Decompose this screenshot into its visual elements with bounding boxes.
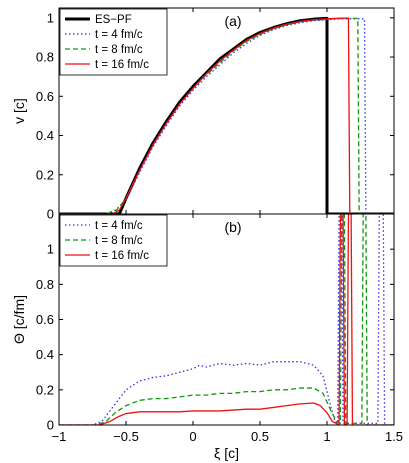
y-tick-label-a-3: 0.6 [36,89,54,104]
x-tick-label-5: 1.5 [385,429,403,444]
panel-b: −1 −0.5 0 0.5 1 1.5 0 0.2 0.4 0.6 0.8 1 Θ [c/fm] ξ [c… [11,213,403,461]
series-line-b-2 [59,214,394,425]
x-tick-label-0: −1 [52,429,67,444]
y-axis-label-a: v [c] [11,98,27,124]
y-tick-label-a-1: 0.2 [36,167,54,182]
y-axis-label-b: Θ [c/fm] [11,295,27,344]
legend-label-b-2: t = 16 fm/c [95,250,149,262]
series-group-a [59,16,394,214]
x-tick-label-3: 0.5 [251,429,269,444]
y-tick-label-b-3: 0.6 [36,312,54,327]
y-tick-label-a-2: 0.4 [36,128,54,143]
y-tick-label-b-2: 0.4 [36,347,54,362]
x-tick-label-4: 1 [323,429,330,444]
legend-label-a-0: ES−PF [95,14,132,26]
series-line-b-0 [59,214,394,425]
legend-label-a-3: t = 16 fm/c [95,59,149,71]
series-line-a-3 [59,17,394,214]
series-group-b [59,214,394,425]
panel-label-b: (b) [224,219,241,235]
legend-label-b-1: t = 8 fm/c [95,235,143,247]
legend-label-a-1: t = 4 fm/c [95,29,143,41]
y-tick-label-b-4: 0.8 [36,277,54,292]
legend-label-a-2: t = 8 fm/c [95,44,143,56]
legend-label-b-0: t = 4 fm/c [95,220,143,232]
x-axis-label: ξ [c] [214,445,239,461]
panel-a: 0 0.2 0.4 0.6 0.8 1 v [c] (a) ES−PF t = 4 fm/c t =… [11,7,395,222]
y-tick-label-a-4: 0.8 [36,50,54,65]
y-tick-label-b-1: 0.2 [36,382,54,397]
panel-label-a: (a) [224,13,241,29]
y-tick-label-a-5: 1 [47,10,54,25]
y-tick-label-b-0: 0 [47,418,54,433]
y-tick-label-a-0: 0 [47,207,54,222]
x-tick-label-1: −0.5 [113,429,139,444]
y-tick-label-b-5: 1 [47,242,54,257]
series-line-b-1 [59,214,394,425]
x-tick-label-2: 0 [189,429,196,444]
